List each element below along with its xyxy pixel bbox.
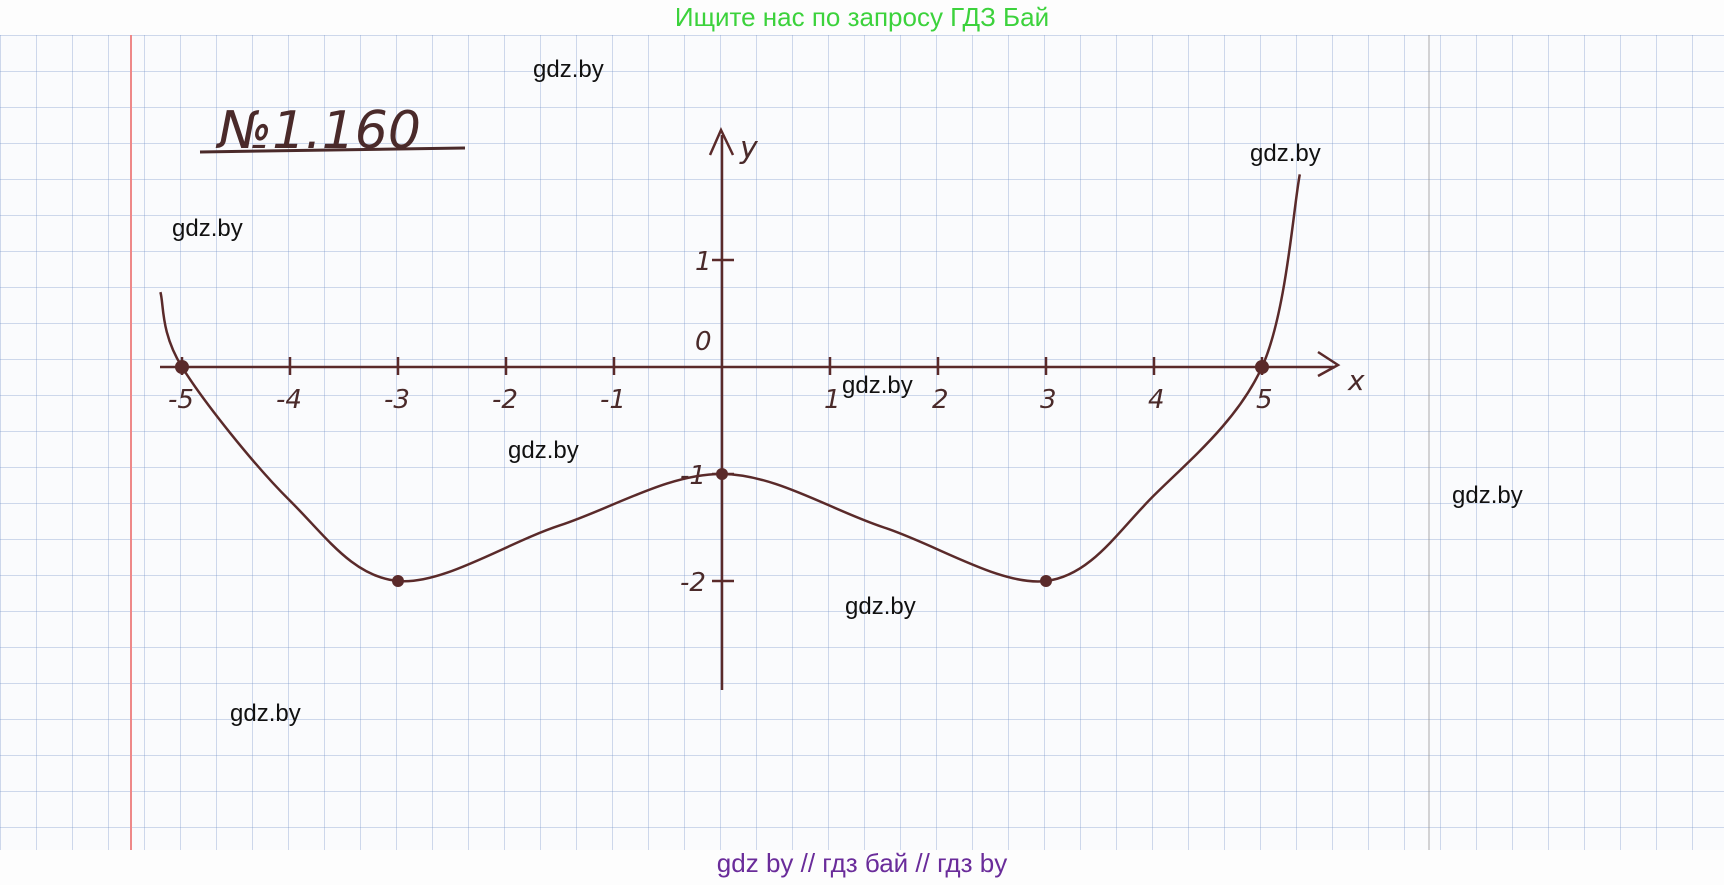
marked-point <box>175 360 189 374</box>
watermark: gdz.by <box>1452 482 1523 509</box>
marked-point <box>1255 360 1269 374</box>
fold-line <box>1428 35 1430 850</box>
marked-point <box>392 575 404 587</box>
watermark: gdz.by <box>533 56 604 83</box>
x-tick-label: -4 <box>276 385 302 415</box>
x-tick-label: 2 <box>932 385 949 415</box>
marked-point <box>716 468 728 480</box>
x-tick-label: -1 <box>600 385 626 415</box>
y-axis-label: y <box>739 131 759 166</box>
title-underline <box>199 146 466 154</box>
x-tick-label: -2 <box>492 385 518 415</box>
function-curve <box>159 174 1302 583</box>
x-tick-label: 4 <box>1148 385 1165 415</box>
watermark: gdz.by <box>1250 140 1321 167</box>
watermark: gdz.by <box>230 700 301 727</box>
bottom-banner: gdz by // гдз бай // гдз by <box>716 848 1008 878</box>
watermark: gdz.by <box>845 593 916 620</box>
x-tick-label: 3 <box>1040 385 1057 415</box>
marked-point <box>1040 575 1052 587</box>
margin-line <box>130 35 132 850</box>
watermark: gdz.by <box>508 437 579 464</box>
watermark: gdz.by <box>842 372 913 399</box>
watermark: gdz.by <box>172 215 243 242</box>
x-tick-label: 1 <box>824 385 841 415</box>
y-tick-label: 0 <box>695 327 712 357</box>
y-tick-label: 1 <box>695 247 712 277</box>
graph-paper <box>0 35 1724 850</box>
x-tick-label: -3 <box>384 385 410 415</box>
x-tick-label: -5 <box>168 385 194 415</box>
y-axis-arrow <box>708 127 735 156</box>
x-tick-label: 5 <box>1256 385 1273 415</box>
x-axis-label: x <box>1347 364 1365 397</box>
y-tick-label: -2 <box>680 568 706 598</box>
x-axis-arrow <box>1317 350 1341 378</box>
top-banner: Ищите нас по запросу ГДЗ Бай <box>674 2 1050 32</box>
